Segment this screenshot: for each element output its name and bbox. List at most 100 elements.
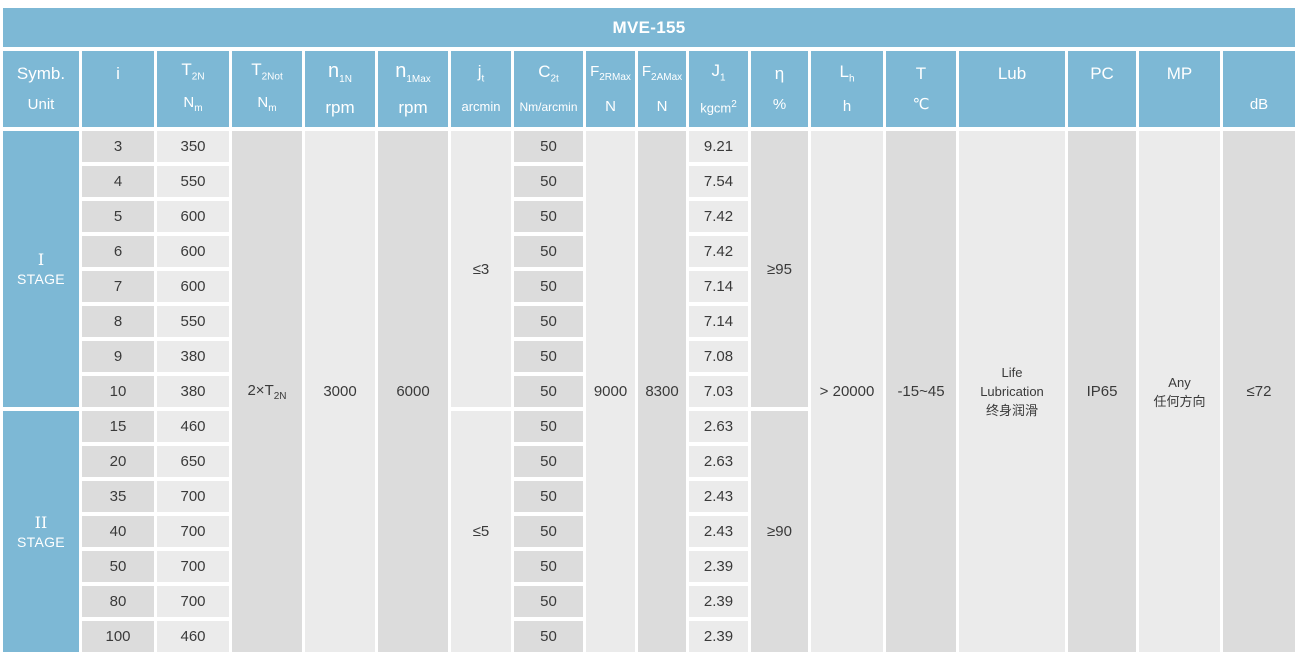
cell-t2n: 700 xyxy=(157,586,229,617)
cell-j1: 7.03 xyxy=(689,376,748,407)
cell-lub: Life Lubrication 终身润滑 xyxy=(959,131,1065,652)
cell-c2t: 50 xyxy=(514,131,583,162)
cell-eta-stage1: ≥95 xyxy=(751,131,808,407)
cell-j1: 7.14 xyxy=(689,306,748,337)
cell-f2rmax: 9000 xyxy=(586,131,635,652)
cell-i: 80 xyxy=(82,586,154,617)
cell-eta-stage2: ≥90 xyxy=(751,411,808,652)
cell-t2n: 700 xyxy=(157,516,229,547)
col-header-symb: Symb. Unit xyxy=(3,51,79,127)
cell-db: ≤72 xyxy=(1223,131,1296,652)
table-row: 4 550 50 7.54 xyxy=(3,166,1295,197)
cell-j1: 7.42 xyxy=(689,236,748,267)
cell-j1: 2.43 xyxy=(689,516,748,547)
cell-i: 9 xyxy=(82,341,154,372)
table-row: II STAGE 15 460 ≤5 50 2.63 ≥90 xyxy=(3,411,1295,652)
cell-i: 7 xyxy=(82,271,154,302)
stage-2-label: II STAGE xyxy=(3,411,79,652)
stage-1-label: I STAGE xyxy=(3,131,79,407)
cell-i: 3 xyxy=(82,131,154,162)
header-row: Symb. Unit i T2N Nm T2Not Nm n1N rpm n1M… xyxy=(3,51,1296,127)
cell-j1: 2.63 xyxy=(689,411,748,442)
cell-i: 8 xyxy=(82,306,154,337)
cell-n1n: 3000 xyxy=(305,131,375,652)
cell-c2t: 50 xyxy=(514,586,583,617)
cell-c2t: 50 xyxy=(514,306,583,337)
cell-j1: 2.39 xyxy=(689,621,748,652)
cell-t2n: 460 xyxy=(157,411,229,442)
col-header-n1max: n1Max rpm xyxy=(378,51,448,127)
table-row: 35 700 50 2.43 xyxy=(3,481,1295,512)
col-header-lub: Lub xyxy=(959,51,1065,127)
cell-j1: 2.63 xyxy=(689,446,748,477)
cell-t2n: 600 xyxy=(157,236,229,267)
cell-j1: 7.14 xyxy=(689,271,748,302)
cell-n1max: 6000 xyxy=(378,131,448,652)
cell-i: 35 xyxy=(82,481,154,512)
cell-j1: 7.08 xyxy=(689,341,748,372)
cell-j1: 9.21 xyxy=(689,131,748,162)
cell-t2n: 700 xyxy=(157,481,229,512)
cell-i: 20 xyxy=(82,446,154,477)
table-title: MVE-155 xyxy=(3,8,1296,47)
cell-i: 4 xyxy=(82,166,154,197)
col-header-n1n: n1N rpm xyxy=(305,51,375,127)
cell-j1: 7.42 xyxy=(689,201,748,232)
table-row: 20 650 50 2.63 xyxy=(3,446,1295,477)
cell-jt-stage1: ≤3 xyxy=(451,131,511,407)
cell-jt-stage2: ≤5 xyxy=(451,411,511,652)
table-row: 10 380 50 7.03 xyxy=(3,376,1295,407)
cell-mp: Any 任何方向 xyxy=(1139,131,1220,652)
col-header-t2not: T2Not Nm xyxy=(232,51,302,127)
cell-temp: -15~45 xyxy=(886,131,956,652)
cell-c2t: 50 xyxy=(514,341,583,372)
col-header-f2rmax: F2RMax N xyxy=(586,51,635,127)
cell-c2t: 50 xyxy=(514,516,583,547)
cell-t2n: 650 xyxy=(157,446,229,477)
cell-i: 15 xyxy=(82,411,154,442)
table-row: 40 700 50 2.43 xyxy=(3,516,1295,547)
cell-f2amax: 8300 xyxy=(638,131,686,652)
cell-c2t: 50 xyxy=(514,551,583,582)
cell-j1: 2.43 xyxy=(689,481,748,512)
cell-lh: > 20000 xyxy=(811,131,883,652)
col-header-c2t: C2t Nm/arcmin xyxy=(514,51,583,127)
cell-t2n: 380 xyxy=(157,341,229,372)
table-row: 80 700 50 2.39 xyxy=(3,586,1295,617)
cell-c2t: 50 xyxy=(514,411,583,442)
cell-c2t: 50 xyxy=(514,621,583,652)
col-header-pc: PC xyxy=(1068,51,1136,127)
cell-j1: 2.39 xyxy=(689,586,748,617)
table-row: 5 600 50 7.42 xyxy=(3,201,1295,232)
cell-t2n: 380 xyxy=(157,376,229,407)
header-unit-label: Unit xyxy=(27,95,55,113)
cell-t2n: 550 xyxy=(157,306,229,337)
cell-c2t: 50 xyxy=(514,481,583,512)
cell-t2n: 550 xyxy=(157,166,229,197)
table-row: I STAGE 3 350 2×T2N 3000 6000 ≤3 50 9000… xyxy=(3,131,1296,652)
cell-t2n: 460 xyxy=(157,621,229,652)
header-symb-label: Symb. xyxy=(16,64,66,84)
cell-i: 100 xyxy=(82,621,154,652)
table-row: 8 550 50 7.14 xyxy=(3,306,1295,337)
cell-t2n: 350 xyxy=(157,131,229,162)
cell-t2n: 700 xyxy=(157,551,229,582)
cell-c2t: 50 xyxy=(514,166,583,197)
table-row: 6 600 50 7.42 xyxy=(3,236,1295,267)
col-header-temp: T ℃ xyxy=(886,51,956,127)
cell-pc: IP65 xyxy=(1068,131,1136,652)
col-header-jt: jt arcmin xyxy=(451,51,511,127)
table-row: 50 700 50 2.39 xyxy=(3,551,1295,582)
cell-i: 6 xyxy=(82,236,154,267)
cell-t2n: 600 xyxy=(157,201,229,232)
cell-c2t: 50 xyxy=(514,236,583,267)
table-row: 9 380 50 7.08 xyxy=(3,341,1295,372)
spec-table: MVE-155 Symb. Unit i T2N Nm T2Not Nm n1N… xyxy=(0,4,1298,656)
cell-i: 40 xyxy=(82,516,154,547)
col-header-mp: MP xyxy=(1139,51,1220,127)
cell-j1: 7.54 xyxy=(689,166,748,197)
cell-c2t: 50 xyxy=(514,446,583,477)
col-header-f2amax: F2AMax N xyxy=(638,51,686,127)
cell-i: 50 xyxy=(82,551,154,582)
